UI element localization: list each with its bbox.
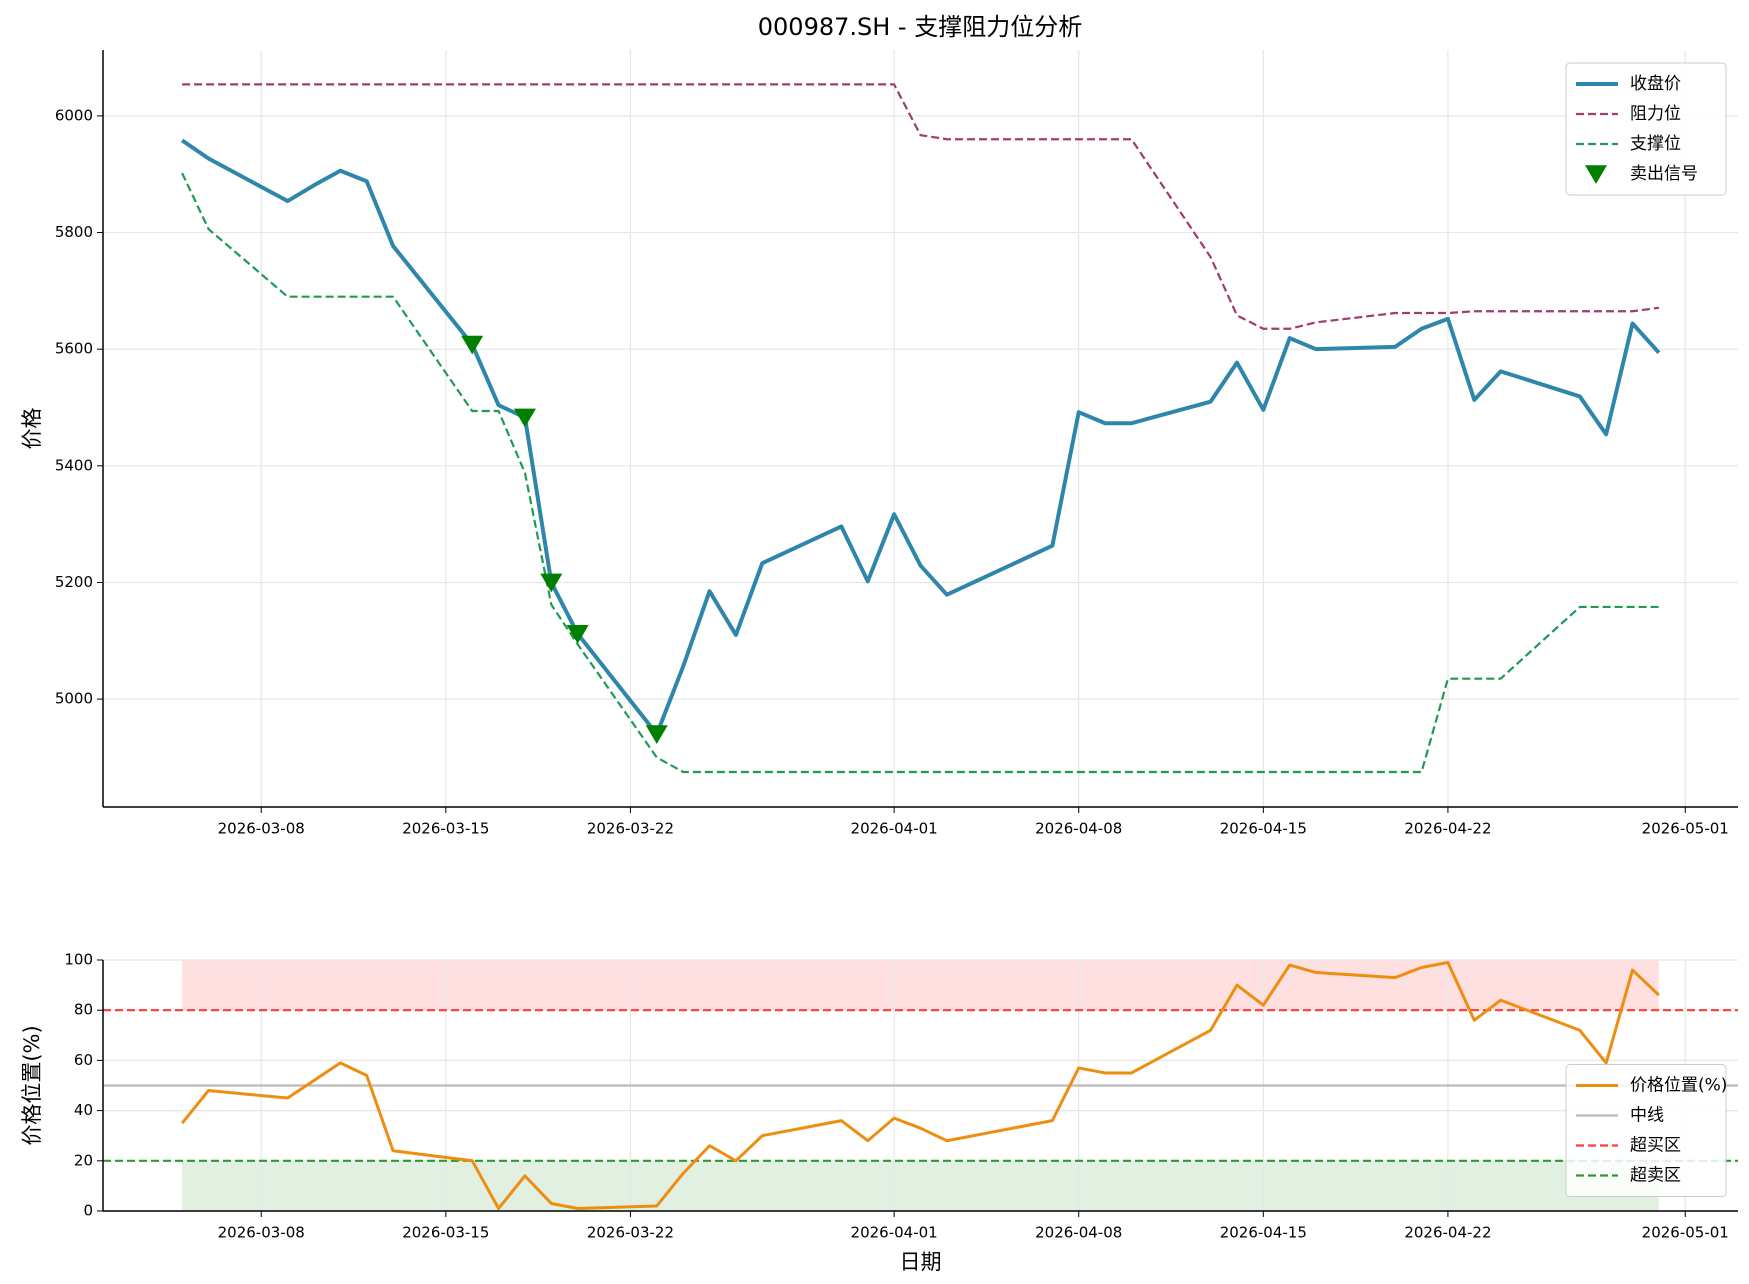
y-tick-label: 60	[74, 1051, 93, 1069]
y-tick-label: 40	[74, 1101, 93, 1119]
y-tick-label: 5000	[55, 690, 93, 708]
sell-signal	[461, 335, 484, 355]
legend-label: 超卖区	[1630, 1166, 1681, 1186]
legend-marker	[1585, 165, 1607, 184]
x-tick-label: 2026-03-08	[218, 1224, 305, 1242]
y-tick-label: 5400	[55, 456, 93, 474]
y-tick-label: 6000	[55, 106, 93, 124]
legend-label: 阻力位	[1630, 104, 1681, 124]
x-tick-label: 2026-03-15	[402, 820, 489, 838]
legend-box	[1565, 1064, 1727, 1197]
sell-signal	[645, 725, 668, 744]
x-tick-label: 2026-05-01	[1642, 820, 1729, 838]
legend-box	[1565, 62, 1727, 196]
y-tick-label: 5800	[55, 223, 93, 241]
legend-label: 中线	[1630, 1106, 1664, 1126]
sell-signal	[566, 624, 589, 644]
legend-label: 价格位置(%)	[1630, 1076, 1727, 1096]
legend-label: 收盘价	[1630, 74, 1681, 94]
x-tick-label: 2026-04-08	[1035, 1224, 1122, 1242]
x-tick-label: 2026-04-15	[1220, 820, 1307, 838]
y-tick-label: 5600	[55, 340, 93, 358]
x-tick-label: 2026-03-22	[587, 1224, 674, 1242]
y-axis-label: 价格位置(%)	[20, 1025, 44, 1145]
x-tick-label: 2026-04-22	[1404, 1224, 1491, 1242]
x-tick-label: 2026-04-08	[1035, 820, 1122, 838]
zone-band	[182, 960, 1659, 1011]
x-tick-label: 2026-04-01	[851, 1224, 938, 1242]
x-tick-label: 2026-04-22	[1404, 820, 1491, 838]
x-tick-label: 2026-03-08	[218, 820, 305, 838]
x-axis-label: 日期	[900, 1250, 942, 1274]
x-tick-label: 2026-05-01	[1642, 1224, 1729, 1242]
sell-signal	[513, 408, 536, 428]
legend-label: 卖出信号	[1630, 164, 1698, 184]
series-line	[181, 172, 1659, 774]
series-line	[180, 138, 1661, 737]
legend-label: 超买区	[1630, 1136, 1681, 1156]
legend-label: 支撑位	[1630, 134, 1681, 154]
zone-band	[182, 1160, 1659, 1211]
x-tick-label: 2026-04-01	[851, 820, 938, 838]
y-tick-label: 0	[83, 1202, 93, 1220]
chart-title: 000987.SH - 支撑阻力位分析	[758, 13, 1082, 41]
x-tick-label: 2026-03-15	[402, 1224, 489, 1242]
y-tick-label: 80	[74, 1001, 93, 1019]
y-tick-label: 20	[74, 1151, 93, 1169]
sell-signal	[540, 573, 563, 593]
y-tick-label: 5200	[55, 573, 93, 591]
series-line	[182, 83, 1660, 330]
series-line	[180, 961, 1660, 1210]
y-tick-label: 100	[64, 951, 93, 969]
y-axis-label: 价格	[20, 408, 44, 450]
x-tick-label: 2026-03-22	[587, 820, 674, 838]
x-tick-label: 2026-04-15	[1220, 1224, 1307, 1242]
